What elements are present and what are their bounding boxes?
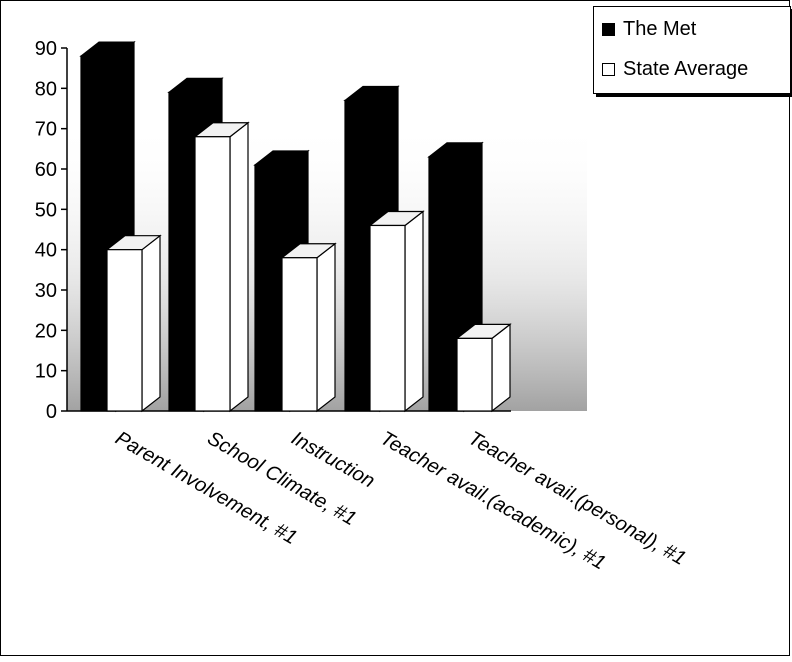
- y-tick-label: 10: [35, 361, 57, 383]
- y-tick-label: 50: [35, 199, 57, 221]
- y-tick-label: 90: [35, 38, 57, 60]
- x-tick-label: School Climate, #1: [204, 427, 360, 530]
- y-tick-label: 40: [35, 240, 57, 262]
- legend-swatch-state-average: [602, 62, 615, 76]
- bar-state-average-3-front: [369, 224, 406, 412]
- bar-state-average-1-side: [229, 121, 249, 413]
- bar-state-average-4: [455, 323, 512, 413]
- y-tick-label: 80: [35, 78, 57, 100]
- legend: The Met State Average: [593, 6, 791, 94]
- bar-state-average-0: [105, 234, 162, 413]
- legend-item-state-average: State Average: [602, 57, 748, 81]
- bar-state-average-0-side: [141, 234, 161, 413]
- legend-item-the-met: The Met: [602, 17, 696, 41]
- y-tick-label: 20: [35, 320, 57, 342]
- legend-swatch-the-met: [602, 22, 615, 36]
- bar-state-average-3-side: [404, 210, 424, 413]
- y-tick-label: 60: [35, 159, 57, 181]
- legend-label-state-average: State Average: [623, 57, 749, 80]
- bar-the-met-0-front: [80, 55, 117, 412]
- y-tick-label: 0: [46, 401, 57, 423]
- y-tick-label: 70: [35, 119, 57, 141]
- bar-state-average-2: [280, 242, 337, 413]
- bar-state-average-4-front: [456, 337, 493, 412]
- y-tick-label: 30: [35, 280, 57, 302]
- bar-state-average-2-side: [316, 242, 336, 413]
- bar-state-average-3: [368, 210, 425, 413]
- bar-state-average-4-side: [491, 323, 511, 413]
- bar-state-average-1-front: [194, 136, 231, 412]
- legend-label-the-met: The Met: [623, 17, 697, 40]
- bar-state-average-2-front: [281, 257, 318, 412]
- bar-state-average-0-front: [106, 249, 143, 412]
- bar-state-average-1: [193, 121, 250, 413]
